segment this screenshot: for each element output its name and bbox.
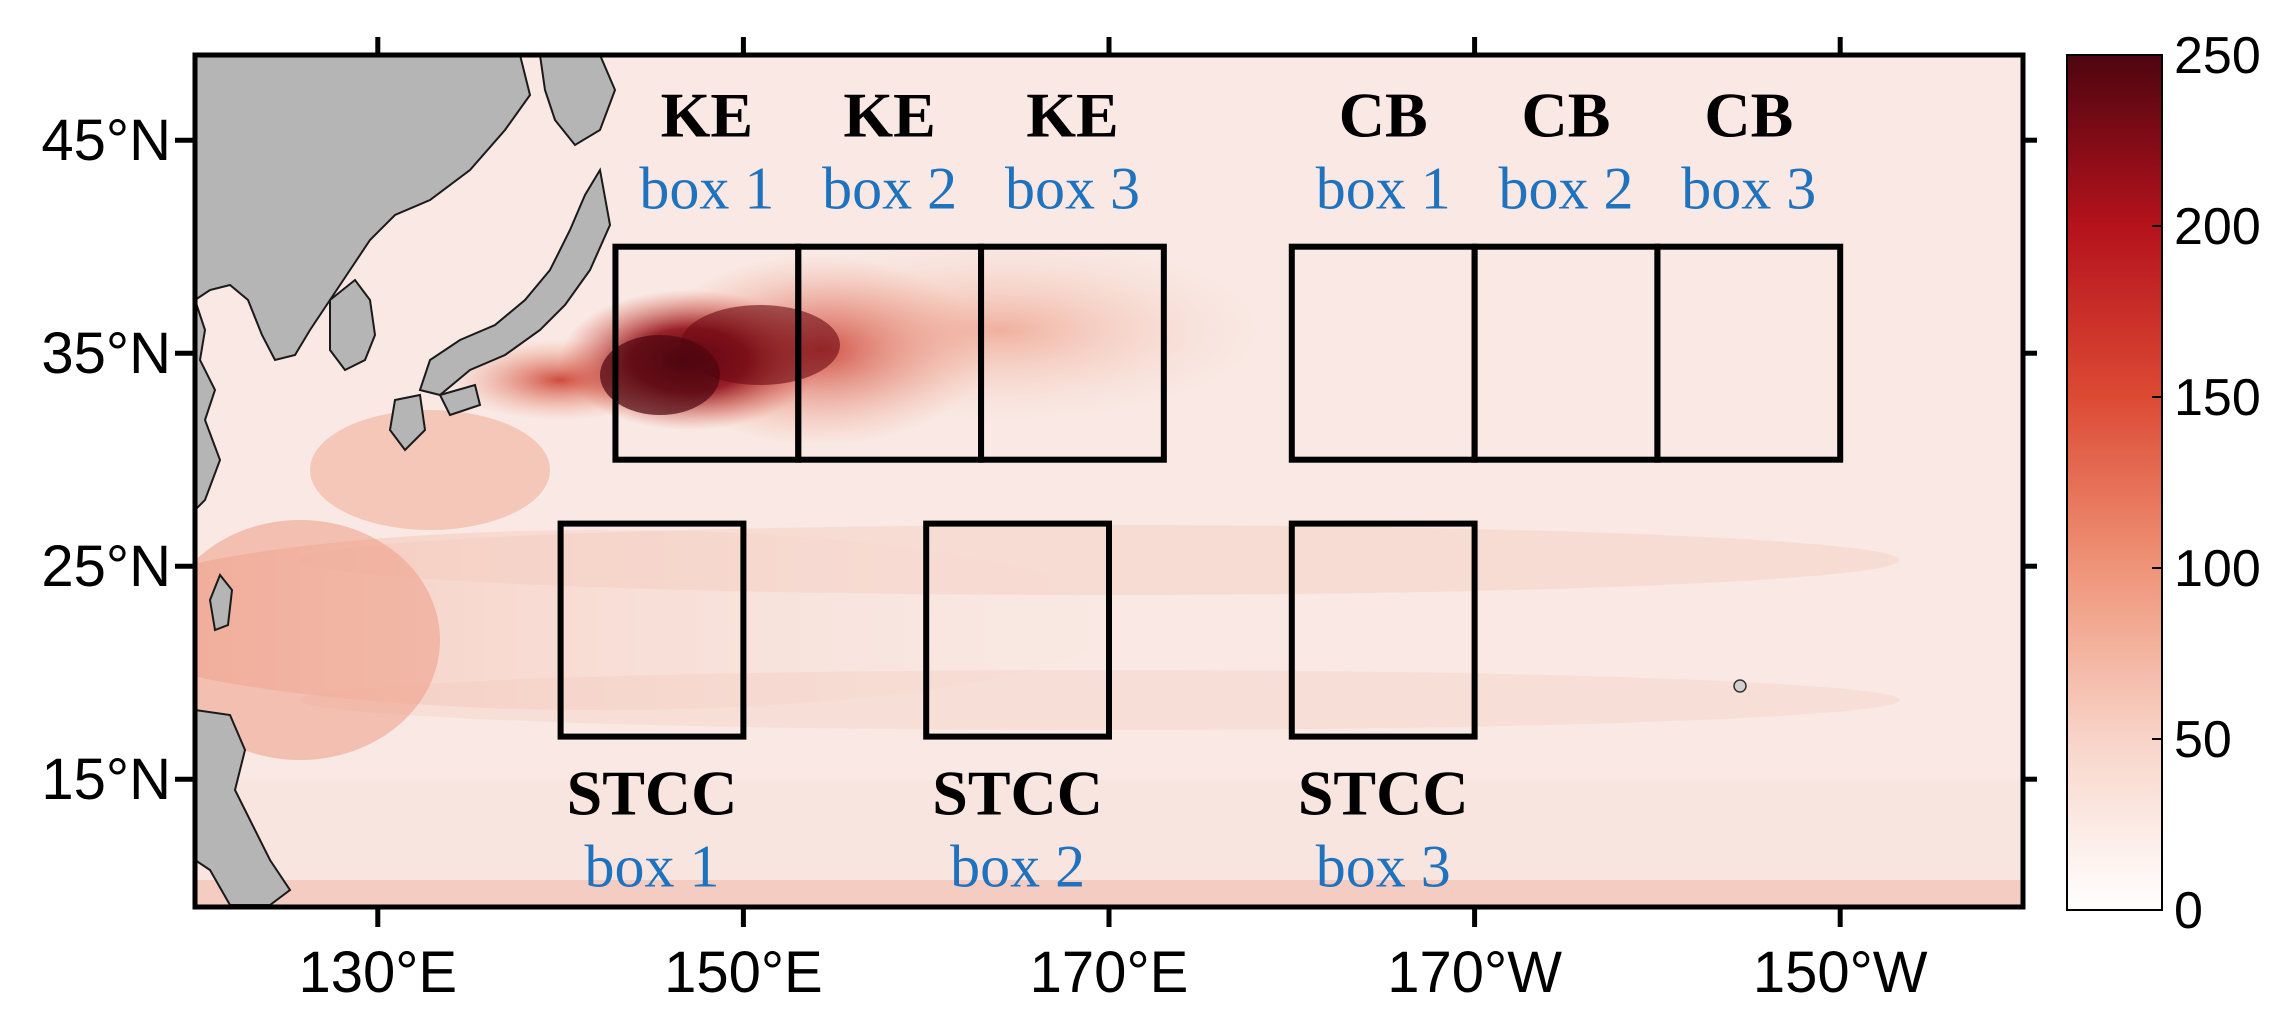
japan-hokkaido xyxy=(538,55,617,147)
colorbar-tick-label: 0 xyxy=(2174,882,2203,940)
region-box-outline xyxy=(1288,520,1478,740)
philippines-islands xyxy=(195,708,292,906)
japan-kyushu xyxy=(388,393,427,452)
region-title: STCC xyxy=(567,758,738,829)
japan-shikoku xyxy=(438,383,482,417)
region-box-outline xyxy=(557,520,747,740)
lat-tick-label: 45°N xyxy=(41,108,171,173)
region-subtitle: box 1 xyxy=(585,834,720,900)
colorbar-tick-label: 50 xyxy=(2174,711,2232,769)
region-title: CB xyxy=(1339,80,1428,151)
lon-tick-label: 170°E xyxy=(1030,940,1189,1005)
region-title: KE xyxy=(661,80,753,151)
lat-tick-label: 35°N xyxy=(41,321,171,386)
lon-tick-label: 170°W xyxy=(1387,940,1562,1005)
region-box-outline xyxy=(923,520,1113,740)
region-title: CB xyxy=(1522,80,1611,151)
region-subtitle: box 2 xyxy=(822,156,957,222)
land-areas xyxy=(195,55,617,906)
region-box-outline xyxy=(978,243,1167,463)
lon-tick-label: 130°E xyxy=(298,940,457,1005)
colorbar-ticks: 250 200 150 100 50 0 xyxy=(2152,27,2261,940)
region-subtitle: box 2 xyxy=(1499,156,1634,222)
region-title: STCC xyxy=(1298,758,1469,829)
korea-peninsula xyxy=(329,278,377,372)
lon-tick-label: 150°E xyxy=(664,940,823,1005)
region-title: CB xyxy=(1704,80,1793,151)
lat-tick-label: 25°N xyxy=(41,534,171,599)
region-subtitle: box 3 xyxy=(1681,156,1816,222)
colorbar-tick-label: 150 xyxy=(2174,369,2261,427)
colorbar-tick-label: 250 xyxy=(2174,27,2261,85)
region-box-outline xyxy=(1654,243,1844,463)
region-subtitle: box 3 xyxy=(1005,156,1140,222)
colorbar-tick-label: 100 xyxy=(2174,540,2261,598)
region-subtitle: box 2 xyxy=(950,834,1085,900)
china-coast-south xyxy=(195,299,222,512)
japan-honshu xyxy=(418,167,612,397)
colorbar-tick-label: 200 xyxy=(2174,198,2261,256)
lat-tick-label: 15°N xyxy=(41,747,171,812)
colorbar-gradient xyxy=(2066,54,2163,911)
hawaii-island-mark xyxy=(1733,679,1747,693)
ocean-field xyxy=(195,55,2023,907)
region-subtitle: box 1 xyxy=(1316,156,1451,222)
region-subtitle: box 3 xyxy=(1316,834,1451,900)
region-title: KE xyxy=(843,80,935,151)
taiwan-island xyxy=(208,573,234,632)
lon-tick-label: 150°W xyxy=(1753,940,1928,1005)
colorbar: 250 200 150 100 50 0 xyxy=(2066,27,2261,940)
longitude-ticks: 130°E 150°E 170°E 170°W 150°W xyxy=(298,37,1928,1005)
region-title: STCC xyxy=(932,758,1103,829)
latitude-ticks: 45°N 35°N 25°N 15°N xyxy=(41,108,2037,812)
region-subtitle: box 1 xyxy=(639,156,774,222)
region-title: KE xyxy=(1026,80,1118,151)
